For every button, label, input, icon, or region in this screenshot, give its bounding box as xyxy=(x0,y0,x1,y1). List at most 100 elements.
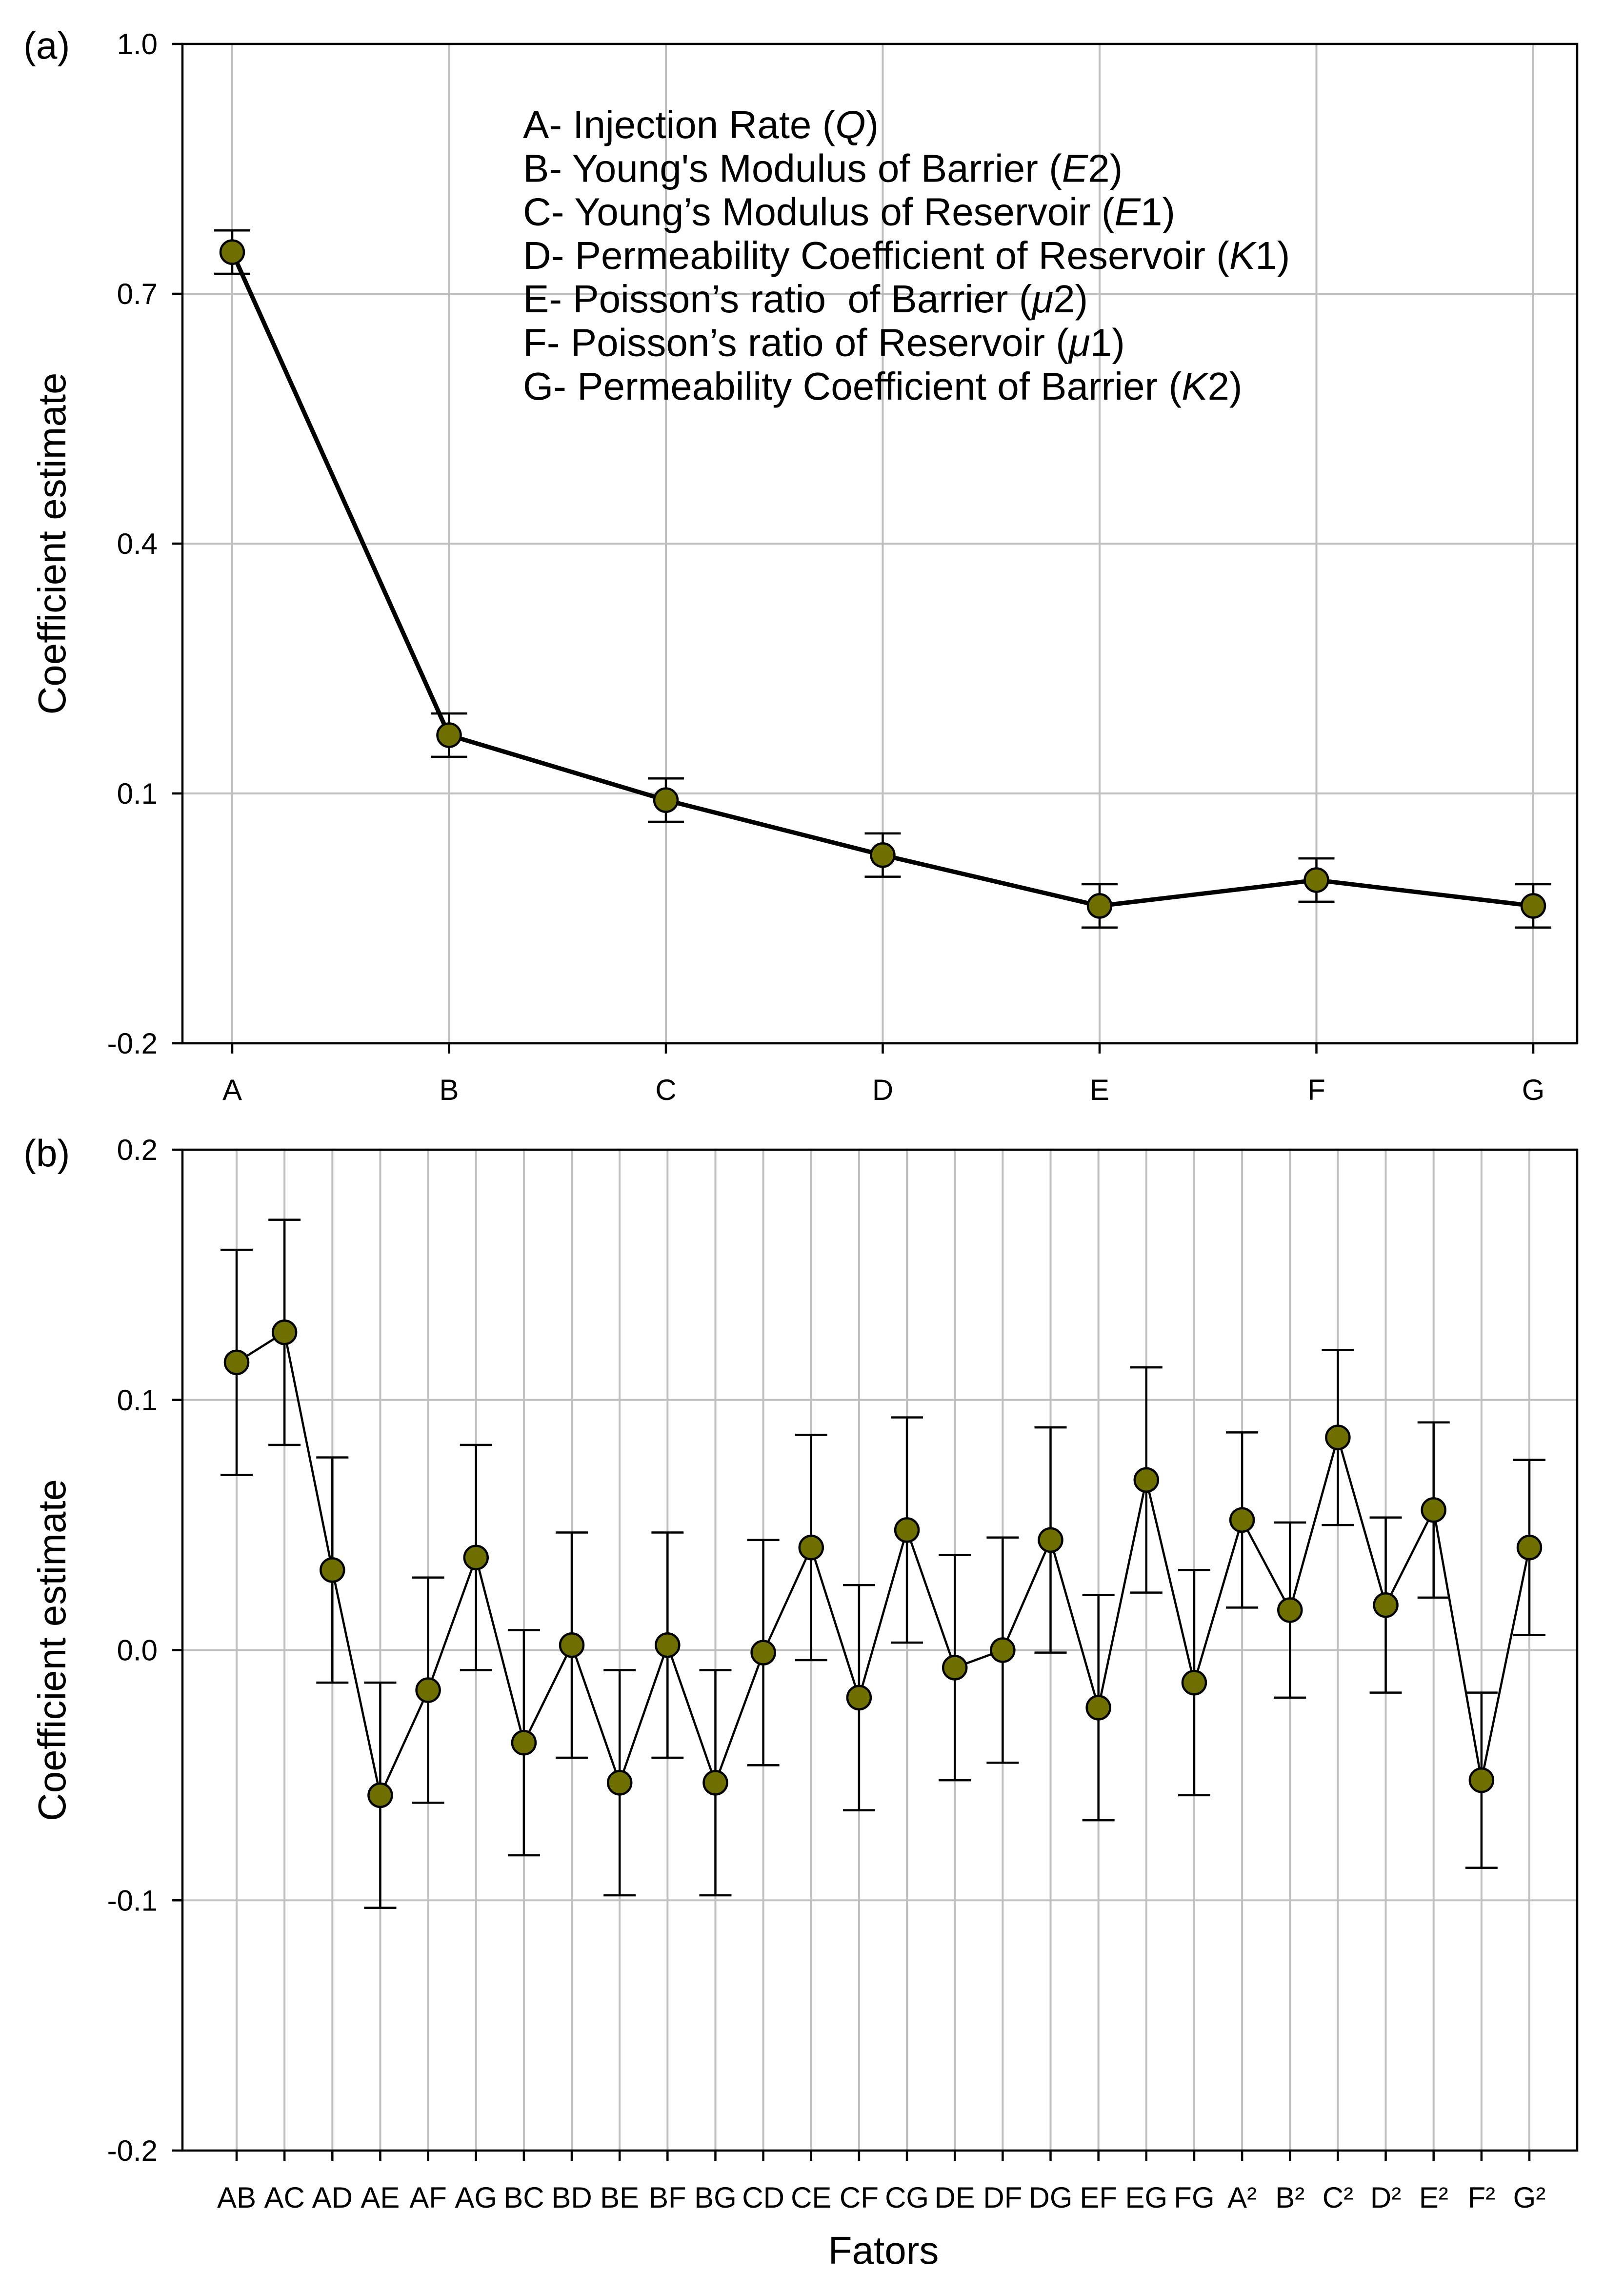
series-line xyxy=(235,1331,1531,1797)
x-tick-label-af: AF xyxy=(409,2181,447,2214)
y-tick-label-3: 0.1 xyxy=(117,777,158,810)
x-tick-label-ac: AC xyxy=(264,2181,304,2214)
y-axis: 1.0 0.7 0.4 0.1 -0.2 xyxy=(107,28,182,1060)
factor-key-description: B- Young's Modulus of Barrier ( xyxy=(523,146,1062,190)
x-tick-label-f-squared: F² xyxy=(1468,2181,1496,2214)
factor-key-line-5: F- Poisson’s ratio of Reservoir (μ1) xyxy=(523,321,1125,365)
y-tick-label-2: 0.4 xyxy=(117,528,158,560)
data-point-c xyxy=(653,787,679,813)
data-point-be xyxy=(606,1770,633,1796)
factor-key-line-1: B- Young's Modulus of Barrier (E2) xyxy=(523,146,1123,190)
y-tick-label-4: -0.2 xyxy=(107,2134,158,2167)
x-tick-label-cf: CF xyxy=(840,2181,879,2214)
factor-key-suffix: ) xyxy=(866,103,879,146)
y-axis: 0.2 0.1 0.0 -0.1 -0.2 xyxy=(107,1134,182,2167)
x-tick-label-d: D xyxy=(872,1074,893,1106)
x-tick-label-a-squared: A² xyxy=(1227,2181,1257,2214)
data-point-ae xyxy=(367,1782,393,1808)
x-tick-label-df: DF xyxy=(983,2181,1022,2214)
data-point-eg xyxy=(1133,1467,1160,1493)
data-point-ab xyxy=(223,1349,250,1376)
x-tick-label-bc: BC xyxy=(503,2181,544,2214)
data-point-ad xyxy=(320,1557,345,1583)
x-tick-label-b: B xyxy=(439,1074,459,1106)
x-axis: AB AC AD AE AF AG BC BD BE BF BG CD CE CF CG DE DF DG EF EG… xyxy=(217,2151,1545,2214)
factor-key-suffix: 2) xyxy=(1088,146,1123,190)
factor-key-symbol: E xyxy=(1114,190,1141,234)
factor-key-symbol: K xyxy=(1229,234,1257,277)
x-tick-label-e-squared: E² xyxy=(1419,2181,1448,2214)
factor-key-line-3: D- Permeability Coefficient of Reservoir… xyxy=(523,234,1290,277)
data-point-bg xyxy=(702,1770,728,1796)
factor-key-line-2: C- Young’s Modulus of Reservoir (E1) xyxy=(523,190,1175,234)
factor-key-description: G- Permeability Coefficient of Barrier ( xyxy=(523,365,1182,408)
data-point-b xyxy=(436,722,462,748)
x-tick-label-ab: AB xyxy=(217,2181,256,2214)
x-tick-label-a: A xyxy=(222,1074,242,1106)
y-tick-label-2: 0.0 xyxy=(117,1634,158,1667)
x-tick-label-de: DE xyxy=(935,2181,975,2214)
y-tick-label-0: 0.2 xyxy=(117,1134,158,1166)
data-point-af xyxy=(415,1677,441,1703)
error-bars xyxy=(221,1218,1545,1909)
y-tick-label-3: -0.1 xyxy=(107,1884,158,1917)
factor-key-symbol: Q xyxy=(835,103,865,146)
data-point-ag xyxy=(463,1544,489,1571)
x-tick-label-bf: BF xyxy=(649,2181,686,2214)
y-axis-title: Coefficient estimate xyxy=(30,372,74,714)
x-tick-label-eg: EG xyxy=(1125,2181,1167,2214)
factor-key-suffix: 1) xyxy=(1090,321,1125,365)
data-point-d-squared xyxy=(1373,1592,1399,1618)
x-tick-label-ce: CE xyxy=(791,2181,831,2214)
data-point-e-squared xyxy=(1421,1497,1446,1523)
x-tick-label-fg: FG xyxy=(1174,2181,1214,2214)
data-points xyxy=(219,239,1546,919)
data-point-e xyxy=(1086,893,1113,919)
panel-label: (b) xyxy=(23,1132,70,1175)
y-tick-label-1: 0.7 xyxy=(117,278,158,310)
data-point-g-squared xyxy=(1516,1535,1543,1561)
data-point-ac xyxy=(271,1320,298,1345)
x-tick-label-ae: AE xyxy=(361,2181,400,2214)
x-tick-label-f: F xyxy=(1307,1074,1325,1106)
factor-key-description: F- Poisson’s ratio of Reservoir ( xyxy=(523,321,1069,365)
data-points xyxy=(223,1320,1543,1808)
data-point-f-squared xyxy=(1468,1767,1495,1793)
y-axis-title: Coefficient estimate xyxy=(30,1479,74,1821)
panel-b-interaction-effects: 0.20.10.0-0.1-0.2AB AC AD AE AF AG BC BD BE BF BG C… xyxy=(23,1132,1579,2272)
factor-key-symbol: μ xyxy=(1031,277,1053,321)
data-point-ce xyxy=(798,1535,824,1561)
x-tick-label-ad: AD xyxy=(312,2181,353,2214)
y-tick-label-1: 0.1 xyxy=(117,1384,158,1417)
y-tick-label-4: -0.2 xyxy=(107,1027,158,1060)
x-tick-label-ef: EF xyxy=(1080,2181,1117,2214)
x-tick-label-d-squared: D² xyxy=(1370,2181,1401,2214)
data-point-de xyxy=(942,1655,968,1681)
panel-a-main-effects: 1.0 0.7 0.4 0.1 -0.2 A B C D E F G A- Injection Rate… xyxy=(23,24,1579,1106)
data-point-bc xyxy=(511,1729,537,1756)
factor-key-suffix: 2) xyxy=(1053,277,1088,321)
y-tick-label-0: 1.0 xyxy=(117,28,158,61)
data-point-bd xyxy=(559,1632,585,1658)
data-point-c-squared xyxy=(1325,1424,1351,1450)
data-point-fg xyxy=(1181,1669,1207,1696)
data-point-ef xyxy=(1085,1695,1111,1721)
factor-key-description: C- Young’s Modulus of Reservoir ( xyxy=(523,190,1115,234)
data-point-dg xyxy=(1038,1527,1063,1553)
data-point-a-squared xyxy=(1229,1507,1255,1533)
data-point-f xyxy=(1303,867,1329,893)
factor-key-symbol: μ xyxy=(1068,321,1090,365)
x-tick-label-b-squared: B² xyxy=(1275,2181,1304,2214)
factor-key-line-6: G- Permeability Coefficient of Barrier (… xyxy=(523,365,1243,408)
x-tick-label-c: C xyxy=(655,1074,676,1106)
factor-key: A- Injection Rate (Q)B- Young's Modulus … xyxy=(523,103,1290,408)
data-point-b-squared xyxy=(1277,1597,1303,1623)
data-point-bf xyxy=(655,1632,681,1658)
x-axis: A B C D E F G xyxy=(222,1043,1544,1106)
factor-key-description: D- Permeability Coefficient of Reservoir… xyxy=(523,234,1229,277)
grid-lines xyxy=(182,44,1577,1043)
x-tick-label-dg: DG xyxy=(1029,2181,1073,2214)
data-point-cg xyxy=(894,1517,920,1543)
factor-key-description: A- Injection Rate ( xyxy=(523,103,836,146)
